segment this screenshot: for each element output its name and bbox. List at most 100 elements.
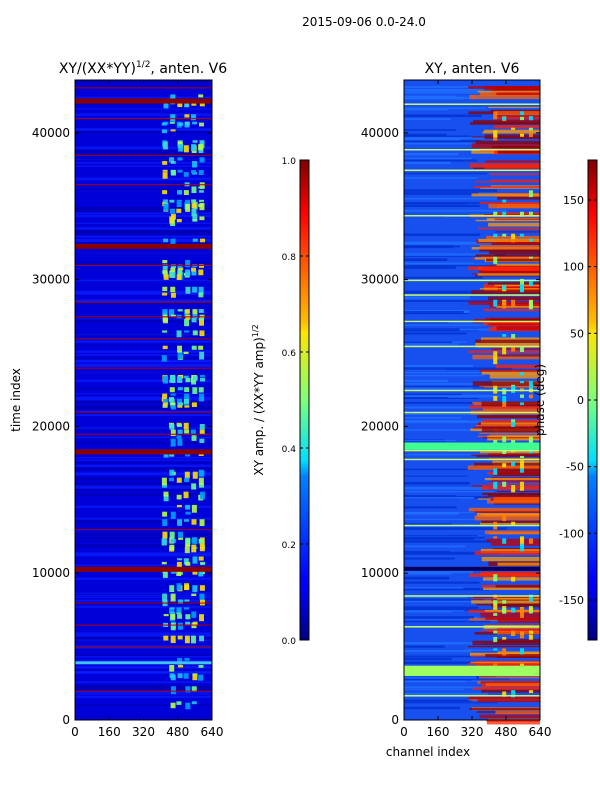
phase-wrap-cell [481, 427, 540, 432]
phase-stripe [404, 453, 512, 456]
amp-band-cell [176, 494, 182, 500]
phase-wrap-cell [488, 323, 540, 326]
phase-stripe [404, 88, 484, 92]
amp-stripe [75, 229, 212, 233]
amp-stripe [75, 281, 212, 283]
phase-wrap-cell [484, 477, 540, 481]
phase-wrap-cell [473, 185, 540, 188]
phase-stripe [404, 96, 477, 99]
phase-wrap-cell [471, 136, 540, 138]
amp-band-cell [198, 144, 204, 151]
phase-stripe [404, 699, 472, 703]
amp-band-cell [191, 504, 197, 513]
phase-stripe [404, 598, 484, 601]
amp-stripe [75, 299, 212, 303]
phase-band-cell [502, 600, 507, 604]
phase-stripe [404, 576, 450, 580]
amp-stripe [75, 413, 212, 417]
amp-band-cell [199, 216, 205, 221]
phase-xtick-label: 480 [495, 725, 518, 739]
amp-stripe [75, 599, 212, 602]
phase-stripe [404, 706, 460, 710]
phase-heatmap-texture [404, 85, 540, 725]
amp-band-cell [170, 169, 176, 176]
phase-wrap-cell [489, 173, 540, 176]
phase-band-cell [493, 663, 498, 666]
phase-band-cell [493, 630, 498, 634]
phase-stripe [404, 661, 504, 664]
phase-flag-line [404, 411, 540, 414]
amp-stripe [75, 189, 212, 191]
amp-stripe [75, 318, 212, 320]
phase-band-cell [520, 460, 525, 469]
amp-band-cell [162, 309, 168, 316]
phase-stripe [404, 386, 473, 390]
amp-band-cell [161, 537, 167, 546]
phase-wrap-cell [479, 369, 540, 372]
phase-wrap-cell [468, 573, 540, 578]
phase-stripe [404, 655, 502, 658]
phase-band-cell [520, 613, 525, 618]
amp-band-cell [185, 702, 191, 710]
phase-band-cell [502, 300, 507, 309]
phase-wrap-cell [496, 630, 540, 635]
amp-stripe [75, 357, 212, 360]
phase-flag-line [404, 449, 540, 452]
phase-wrap-cell [493, 120, 540, 123]
amp-cbtick-label: 0.2 [282, 541, 296, 551]
amp-panel-title: XY/(XX*YY)1/2, anten. V6 [59, 60, 227, 77]
phase-wrap-cell [474, 510, 540, 513]
amp-ytick-label: 30000 [32, 273, 70, 287]
amp-bright-row [75, 661, 212, 665]
phase-stripe [404, 581, 480, 584]
phase-ytick-label: 40000 [361, 126, 399, 140]
phase-band-cell [502, 388, 507, 395]
phase-stripe [404, 641, 484, 645]
amp-band-cell [169, 121, 175, 124]
amp-stripe [75, 654, 212, 656]
phase-band-cell [493, 135, 498, 141]
amp-band-cell [170, 635, 176, 644]
amp-band-cell [199, 614, 205, 622]
phase-wrap-cell [493, 497, 540, 502]
amp-stripe [75, 232, 212, 236]
amp-stripe [75, 410, 212, 413]
phase-dark-row [404, 566, 540, 571]
phase-band-cell [520, 484, 525, 491]
phase-wrap-cell [488, 483, 540, 485]
amp-band-cell [170, 161, 176, 164]
phase-wrap-cell [479, 714, 540, 719]
phase-band-cell [511, 521, 516, 526]
amp-band-cell [177, 376, 183, 383]
amp-stripe [75, 387, 212, 390]
phase-stripe [404, 109, 448, 111]
amp-band-cell [168, 157, 174, 163]
amp-cbtick-label: 0.4 [282, 445, 297, 455]
phase-wrap-cell [494, 125, 540, 129]
amp-band-cell [183, 673, 189, 679]
amp-band-cell [162, 269, 168, 275]
amp-band-cell [170, 94, 176, 103]
amp-band-cell [198, 477, 204, 485]
amp-stripe [75, 505, 212, 508]
amp-band-cell [198, 317, 204, 321]
phase-band-cell [502, 648, 507, 656]
phase-stripe [404, 393, 462, 396]
phase-stripe [404, 688, 464, 690]
phase-wrap-cell [496, 92, 540, 96]
amp-band-cell [177, 269, 183, 275]
amp-band-cell [176, 208, 182, 213]
amp-band-cell [162, 570, 168, 578]
phase-flag-line [404, 695, 540, 697]
phase-wrap-cell [469, 405, 540, 409]
amp-stripe [75, 427, 212, 430]
phase-stripe [404, 197, 506, 200]
phase-stripe [404, 136, 505, 140]
phase-flag-band [404, 665, 540, 676]
phase-stripe [404, 300, 494, 302]
phase-stripe [404, 645, 445, 648]
phase-band-cell [528, 300, 533, 309]
phase-stripe [404, 420, 468, 423]
phase-stripe [404, 241, 482, 243]
